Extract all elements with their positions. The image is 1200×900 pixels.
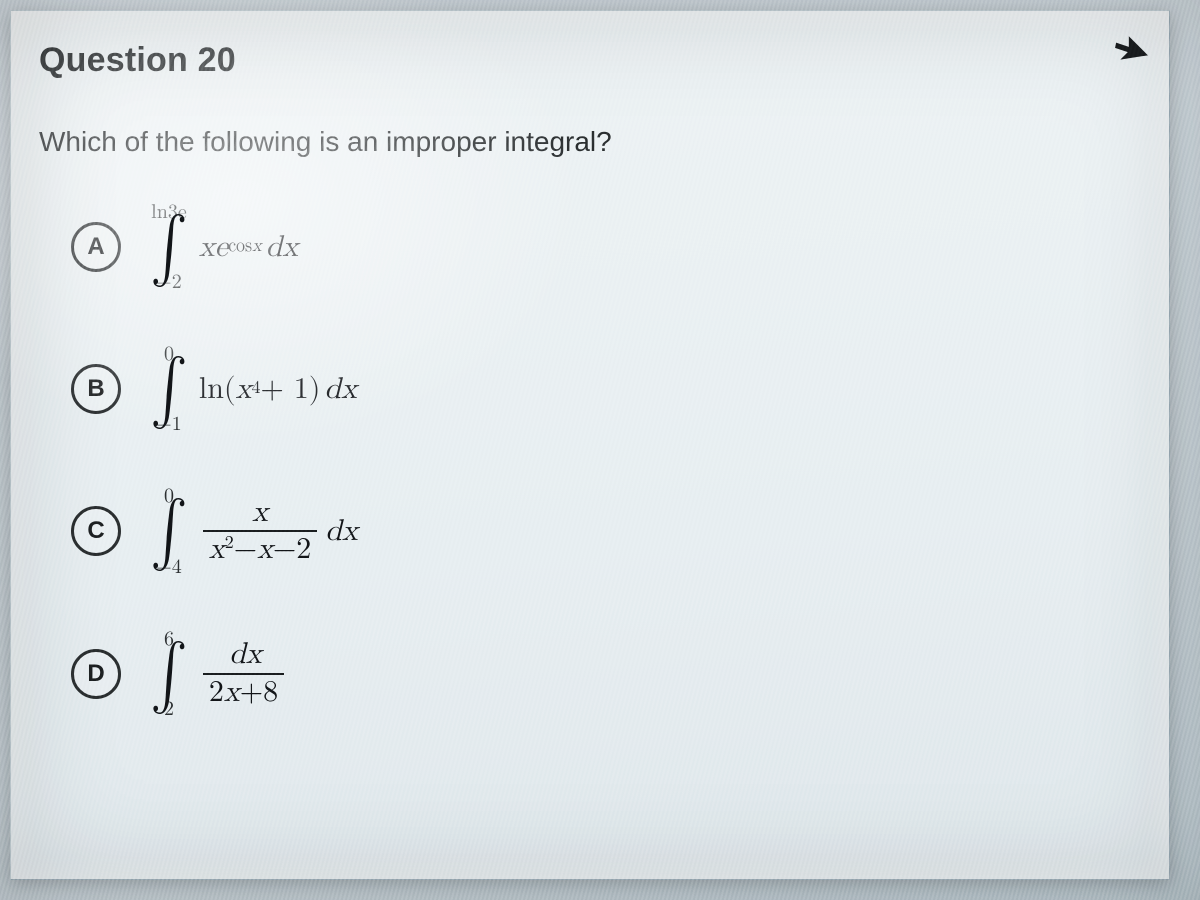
choice-formula: 0 ∫ −1 ln(x4+ 1)dx (147, 344, 357, 434)
question-panel: Question 20 Which of the following is an… (10, 10, 1170, 880)
choice-b[interactable]: B 0 ∫ −1 ln(x4+ 1)dx (71, 344, 1141, 434)
integral-sign-icon: ∫ (150, 364, 187, 414)
choice-c[interactable]: C 0 ∫ −4 xx2−x−2dx (71, 486, 1141, 576)
choice-key-bubble[interactable]: B (71, 364, 121, 414)
integrand: xecosxdx (191, 231, 298, 264)
integral-sign-icon: ∫ (150, 222, 187, 272)
choice-formula: 6 ∫ 2 dx2x+8 (147, 629, 288, 719)
integral-sign-icon: ∫ (150, 506, 187, 556)
integrand: ln(x4+ 1)dx (191, 373, 357, 406)
choice-key-bubble[interactable]: C (71, 506, 121, 556)
choice-a[interactable]: A ln3e ∫ −2 xecosxdx (71, 202, 1141, 292)
integrand: xx2−x−2dx (191, 495, 358, 568)
choice-d[interactable]: D 6 ∫ 2 dx2x+8 (71, 629, 1141, 719)
choice-formula: ln3e ∫ −2 xecosxdx (147, 202, 298, 292)
integral-sign-icon: ∫ (150, 649, 187, 699)
integrand: dx2x+8 (191, 637, 288, 710)
question-title: Question 20 (39, 41, 1141, 80)
choice-key-bubble[interactable]: A (71, 222, 121, 272)
choice-key-bubble[interactable]: D (71, 649, 121, 699)
choice-list: A ln3e ∫ −2 xecosxdx B 0 ∫ (39, 202, 1141, 719)
choice-formula: 0 ∫ −4 xx2−x−2dx (147, 486, 358, 576)
question-prompt: Which of the following is an improper in… (39, 126, 1141, 158)
